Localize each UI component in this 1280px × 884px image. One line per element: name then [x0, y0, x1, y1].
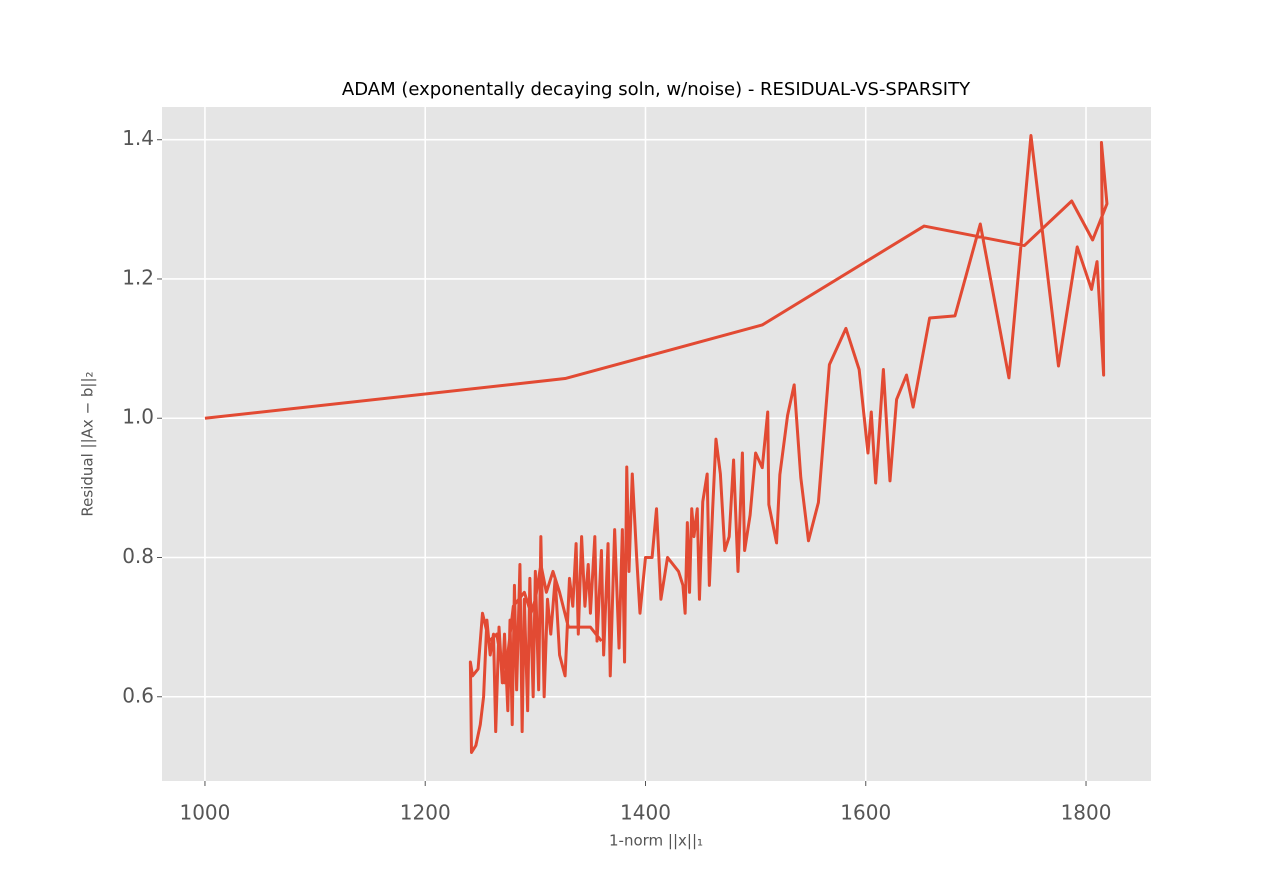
x-tick-label: 1200	[400, 801, 451, 825]
chart-title: ADAM (exponentally decaying soln, w/nois…	[342, 79, 971, 100]
x-axis-label: 1-norm ||x||₁	[609, 832, 703, 850]
y-axis-label: Residual ||Ax − b||₂	[79, 371, 97, 516]
plot-area	[162, 107, 1151, 781]
data-line	[204, 134, 1109, 754]
x-tick-label: 1800	[1061, 801, 1112, 825]
y-tick-label: 0.6	[122, 683, 154, 707]
y-tick-label: 1.2	[122, 265, 154, 289]
x-tick-label: 1400	[620, 801, 671, 825]
y-tick-label: 0.8	[122, 544, 154, 568]
x-tick-label: 1000	[179, 801, 230, 825]
x-tick-label: 1600	[840, 801, 891, 825]
y-tick-label: 1.4	[122, 126, 154, 150]
y-tick-label: 1.0	[122, 405, 154, 429]
